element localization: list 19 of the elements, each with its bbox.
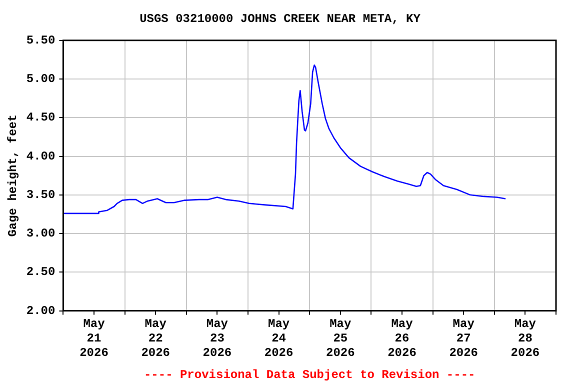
- y-tick-label: 3.00: [26, 226, 56, 241]
- x-tick-label: May 21 2026: [80, 317, 108, 360]
- y-tick-label: 2.00: [26, 304, 56, 318]
- x-tick-label: May 28 2026: [510, 317, 540, 360]
- y-tick-label: 2.50: [26, 265, 56, 280]
- x-tick-label: May 25 2026: [326, 317, 355, 360]
- y-tick-label: 4.00: [26, 149, 56, 164]
- x-tick-label: May 24 2026: [264, 317, 294, 360]
- x-tick-label: May 22 2026: [141, 317, 170, 360]
- y-tick-label: 5.00: [26, 72, 56, 86]
- x-tick-label: May 23 2026: [202, 317, 232, 360]
- y-axis-title: Gage height, feet: [6, 114, 20, 237]
- text: ---- Provisional Data Subject to Revision ----: [144, 368, 476, 382]
- y-tick-label: 4.50: [26, 110, 56, 125]
- chart-title: USGS 03210000 JOHNS CREEK NEAR META, KY: [140, 12, 422, 26]
- y-tick-label: 3.50: [26, 188, 56, 202]
- x-tick-label: May 27 2026: [449, 317, 478, 360]
- y-tick-label: 5.50: [26, 33, 56, 48]
- x-tick-label: May 26 2026: [388, 317, 416, 360]
